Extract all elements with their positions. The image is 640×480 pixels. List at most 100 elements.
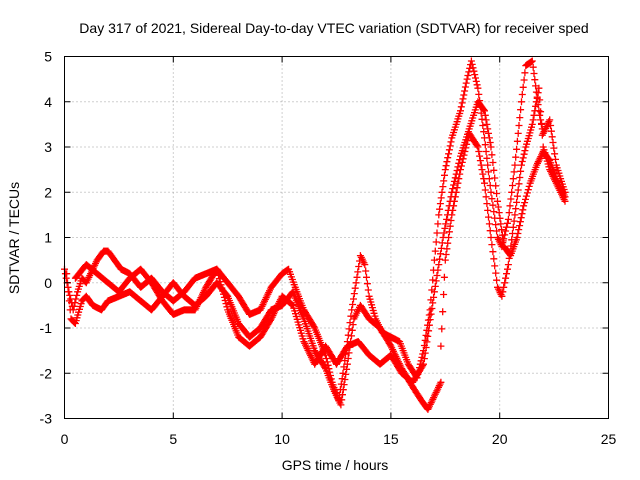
- data-point: [514, 230, 522, 237]
- data-point: [434, 220, 442, 228]
- data-point: [449, 185, 457, 193]
- data-point: [455, 159, 463, 167]
- data-point: [492, 269, 500, 277]
- data-point: [547, 122, 555, 129]
- data-point: [220, 290, 227, 298]
- data-point: [512, 205, 520, 213]
- data-point: [66, 306, 74, 314]
- data-point: [445, 146, 453, 154]
- data-point: [483, 200, 491, 208]
- data-point: [510, 168, 518, 176]
- data-point: [448, 188, 456, 196]
- data-point: [494, 197, 501, 205]
- data-point: [494, 203, 502, 211]
- data-point: [350, 295, 357, 303]
- y-tick-label: 5: [44, 49, 52, 65]
- data-point: [510, 217, 518, 225]
- data-point: [439, 234, 447, 241]
- data-point: [530, 111, 538, 119]
- data-point: [509, 182, 516, 189]
- data-point: [451, 174, 459, 182]
- data-point: [214, 268, 222, 276]
- x-tick-label: 0: [61, 431, 69, 447]
- data-point: [445, 228, 453, 236]
- data-point: [425, 327, 433, 335]
- plot-markers: [61, 57, 569, 413]
- data-point: [534, 89, 542, 97]
- data-point: [441, 256, 449, 264]
- data-point: [518, 91, 526, 98]
- data-point: [474, 84, 482, 92]
- data-point: [431, 282, 439, 290]
- data-point: [474, 143, 482, 151]
- data-point: [432, 238, 440, 246]
- data-point: [441, 166, 449, 174]
- data-point: [500, 283, 508, 291]
- data-point: [72, 295, 80, 303]
- data-point: [536, 96, 544, 104]
- data-point: [461, 87, 469, 95]
- data-point: [529, 63, 537, 71]
- data-point: [509, 223, 517, 231]
- data-point: [504, 261, 512, 269]
- data-point: [497, 220, 505, 228]
- data-point: [441, 224, 449, 232]
- data-point: [550, 144, 558, 152]
- data-point: [538, 120, 545, 127]
- x-axis-tick-labels: 0 5 10 15 20 25: [61, 431, 617, 447]
- data-point: [436, 205, 444, 213]
- data-point: [520, 76, 528, 84]
- data-point: [321, 363, 329, 371]
- data-point: [427, 310, 435, 318]
- data-point: [344, 331, 352, 339]
- data-point: [342, 370, 350, 378]
- data-point: [513, 192, 521, 200]
- data-point: [443, 215, 451, 223]
- data-point: [495, 209, 503, 217]
- data-point: [465, 68, 473, 76]
- data-point: [440, 229, 448, 237]
- data-point: [482, 148, 490, 155]
- data-point: [473, 81, 481, 89]
- data-point: [546, 116, 554, 124]
- data-point: [475, 90, 483, 98]
- data-point: [519, 206, 527, 214]
- data-point: [485, 129, 492, 137]
- data-point: [444, 211, 451, 219]
- data-point: [323, 358, 331, 366]
- data-point: [446, 142, 454, 150]
- data-point: [561, 193, 569, 201]
- y-tick-label: 4: [44, 94, 52, 110]
- data-point: [217, 281, 225, 289]
- data-point: [504, 215, 512, 223]
- data-point: [435, 261, 443, 269]
- data-point: [484, 125, 492, 133]
- data-point: [457, 103, 465, 111]
- data-point: [64, 288, 72, 296]
- data-point: [433, 229, 441, 237]
- data-point: [429, 276, 437, 284]
- data-point: [338, 396, 346, 404]
- data-point: [353, 273, 361, 281]
- data-point: [484, 206, 492, 214]
- data-point: [440, 291, 448, 298]
- data-point: [433, 272, 441, 279]
- data-point: [486, 227, 494, 235]
- data-point: [438, 188, 446, 196]
- data-point: [483, 120, 491, 128]
- data-point: [485, 213, 492, 221]
- data-point: [519, 83, 527, 91]
- data-point: [516, 218, 524, 226]
- data-point: [502, 274, 510, 282]
- data-point: [422, 344, 430, 351]
- data-point: [361, 261, 369, 269]
- data-point: [438, 239, 446, 247]
- data-point: [345, 325, 353, 333]
- data-point: [492, 221, 500, 229]
- data-point: [520, 202, 528, 210]
- data-point: [518, 158, 526, 165]
- data-point: [493, 227, 501, 235]
- data-point: [517, 106, 525, 114]
- data-point: [340, 381, 348, 389]
- data-point: [480, 175, 488, 183]
